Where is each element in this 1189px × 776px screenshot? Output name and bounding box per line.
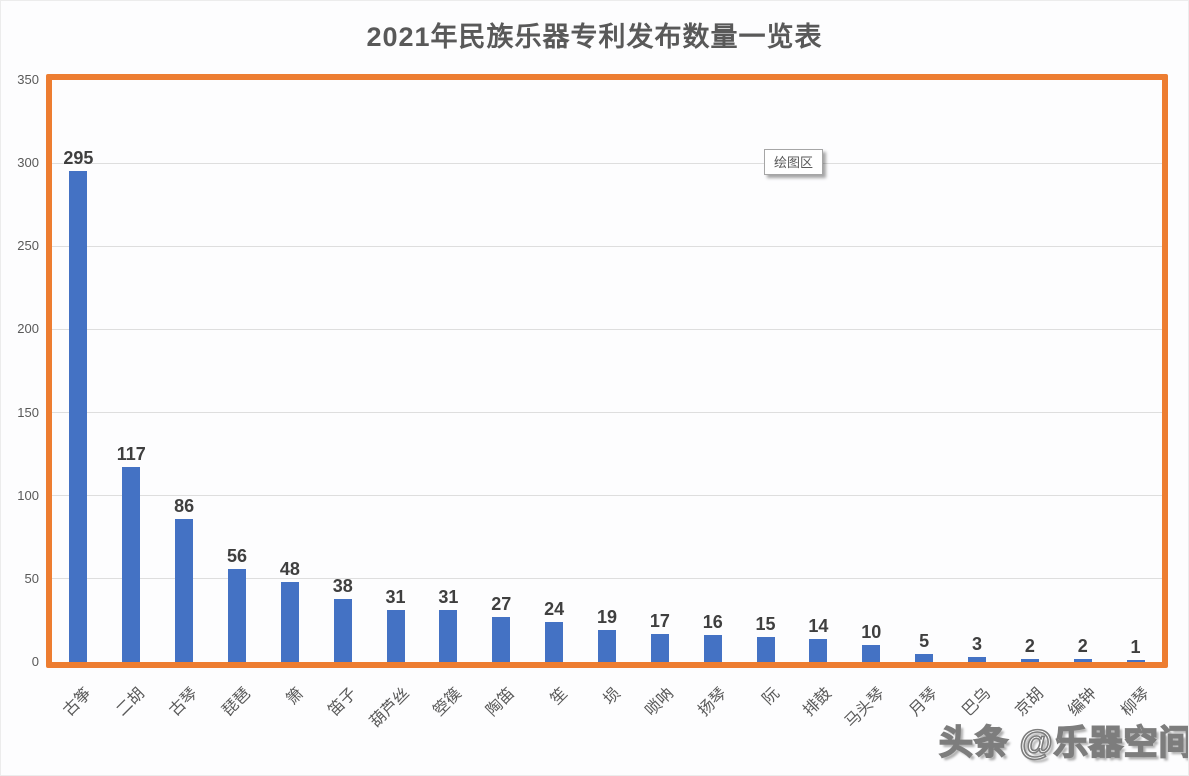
bar-京胡[interactable] xyxy=(1020,659,1039,662)
bar-巴乌[interactable] xyxy=(968,657,986,662)
y-axis-tick-label: 0 xyxy=(31,654,39,669)
bar-value-label: 2 xyxy=(1024,636,1035,656)
y-axis-tick-label: 150 xyxy=(17,404,39,420)
bar-value-label: 38 xyxy=(332,576,353,596)
bar-阮[interactable] xyxy=(756,637,775,662)
x-axis-label-二胡: 二胡 xyxy=(113,685,149,720)
x-axis-label-箜篌: 箜篌 xyxy=(430,685,466,720)
y-axis-tick-label: 50 xyxy=(24,570,39,586)
gridline xyxy=(52,578,1162,580)
gridline xyxy=(52,412,1162,414)
bar-value-label: 56 xyxy=(226,546,248,566)
bar-排鼓[interactable] xyxy=(809,639,828,662)
gridline xyxy=(52,328,1162,330)
bar-古筝[interactable] xyxy=(69,171,88,662)
bar-value-label: 16 xyxy=(702,612,723,632)
bar-value-label: 27 xyxy=(491,594,512,614)
x-axis-label-月琴: 月琴 xyxy=(906,685,942,720)
x-axis-label-笛子: 笛子 xyxy=(325,685,360,720)
y-axis-tick-label: 250 xyxy=(17,238,39,254)
bar-马头琴[interactable] xyxy=(862,645,881,662)
bar-value-label: 117 xyxy=(116,444,146,464)
bar-value-label: 14 xyxy=(808,616,829,636)
bar-箫[interactable] xyxy=(280,582,299,662)
bar-value-label: 5 xyxy=(919,631,930,651)
y-axis-tick-label: 350 xyxy=(17,72,39,87)
y-axis-tick-label: 100 xyxy=(17,487,39,503)
bar-value-label: 2 xyxy=(1077,636,1088,656)
x-axis-label-葫芦丝: 葫芦丝 xyxy=(366,685,413,731)
bar-value-label: 19 xyxy=(596,607,618,627)
x-axis-label-埙: 埙 xyxy=(600,685,625,709)
bar-value-label: 31 xyxy=(438,587,459,607)
bar-value-label: 295 xyxy=(63,148,94,168)
x-axis-label-马头琴: 马头琴 xyxy=(842,685,889,731)
x-axis-label-陶笛: 陶笛 xyxy=(483,685,519,720)
x-axis-label-古琴: 古琴 xyxy=(166,685,202,720)
gridline xyxy=(52,162,1162,164)
bar-陶笛[interactable] xyxy=(492,617,511,662)
y-axis-tick-label: 300 xyxy=(17,155,39,171)
plot-area-tooltip: 绘图区 xyxy=(764,149,824,175)
bar-扬琴[interactable] xyxy=(703,635,722,662)
bar-唢呐[interactable] xyxy=(650,634,669,662)
bar-笛子[interactable] xyxy=(333,599,352,662)
bar-value-label: 1 xyxy=(1130,637,1141,657)
bar-月琴[interactable] xyxy=(915,654,934,662)
x-axis-label-箫: 箫 xyxy=(283,685,307,709)
bar-value-label: 15 xyxy=(755,614,776,634)
plot-inner: 295 117 86 56 48 38 31 31 27 24 19 17 16 15 14 10 5 3 2 2 1 xyxy=(52,80,1162,662)
x-axis-label-阮: 阮 xyxy=(759,685,783,709)
gridline xyxy=(52,495,1162,497)
bar-value-label: 24 xyxy=(544,599,565,619)
x-axis-label-古筝: 古筝 xyxy=(60,685,96,720)
x-axis-label-笙: 笙 xyxy=(547,685,572,709)
bar-value-label: 3 xyxy=(971,634,982,654)
bar-柳琴[interactable] xyxy=(1126,660,1145,662)
x-axis-label-琵琶: 琵琶 xyxy=(219,685,255,720)
watermark: 头条 @乐器空间 xyxy=(938,723,1189,763)
bar-value-label: 10 xyxy=(861,622,882,642)
page-title: 2021年民族乐器专利发布数量一览表 xyxy=(366,22,823,52)
bar-古琴[interactable] xyxy=(175,519,194,662)
y-axis-tick-label: 200 xyxy=(17,321,39,337)
bar-葫芦丝[interactable] xyxy=(386,610,405,662)
bar-value-label: 17 xyxy=(649,611,670,631)
x-axis-label-扬琴: 扬琴 xyxy=(695,685,730,720)
x-axis-label-排鼓: 排鼓 xyxy=(800,685,836,720)
bar-笙[interactable] xyxy=(545,622,564,662)
x-axis-label-唢呐: 唢呐 xyxy=(642,685,677,720)
bar-箜篌[interactable] xyxy=(439,610,458,662)
bar-编钟[interactable] xyxy=(1073,659,1092,662)
plot-area[interactable]: 295 117 86 56 48 38 31 31 27 24 19 17 16 15 14 10 5 3 2 2 1 xyxy=(46,74,1168,668)
bar-value-label: 31 xyxy=(385,587,406,607)
bar-埙[interactable] xyxy=(598,630,616,662)
bar-value-label: 48 xyxy=(279,559,300,579)
gridline xyxy=(52,245,1162,247)
bar-二胡[interactable] xyxy=(122,467,141,662)
bar-value-label: 86 xyxy=(174,496,195,516)
bar-琵琶[interactable] xyxy=(228,569,246,662)
